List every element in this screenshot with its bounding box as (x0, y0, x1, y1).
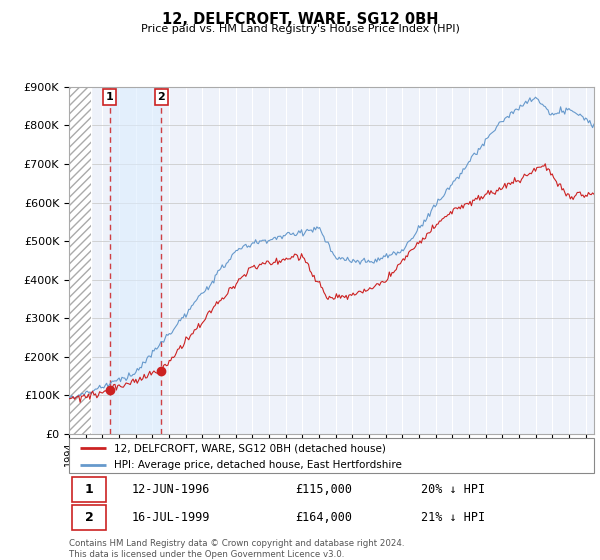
Text: 12, DELFCROFT, WARE, SG12 0BH (detached house): 12, DELFCROFT, WARE, SG12 0BH (detached … (113, 443, 386, 453)
Text: 2: 2 (157, 92, 165, 102)
Text: £115,000: £115,000 (295, 483, 352, 496)
Bar (69, 87, 91, 434)
Bar (69, 87, 91, 434)
Text: 2: 2 (85, 511, 94, 524)
Text: 16-JUL-1999: 16-JUL-1999 (132, 511, 211, 524)
Text: £164,000: £164,000 (295, 511, 352, 524)
Text: 20% ↓ HPI: 20% ↓ HPI (421, 483, 485, 496)
Bar (71, 505, 106, 530)
Text: 12-JUN-1996: 12-JUN-1996 (132, 483, 211, 496)
Text: 1: 1 (85, 483, 94, 496)
Text: Contains HM Land Registry data © Crown copyright and database right 2024.
This d: Contains HM Land Registry data © Crown c… (69, 539, 404, 559)
Text: Price paid vs. HM Land Registry's House Price Index (HPI): Price paid vs. HM Land Registry's House … (140, 24, 460, 34)
Text: 12, DELFCROFT, WARE, SG12 0BH: 12, DELFCROFT, WARE, SG12 0BH (162, 12, 438, 27)
Text: 21% ↓ HPI: 21% ↓ HPI (421, 511, 485, 524)
Text: HPI: Average price, detached house, East Hertfordshire: HPI: Average price, detached house, East… (113, 460, 401, 469)
Text: 1: 1 (106, 92, 113, 102)
Bar (71, 477, 106, 502)
Bar (110, 87, 161, 434)
